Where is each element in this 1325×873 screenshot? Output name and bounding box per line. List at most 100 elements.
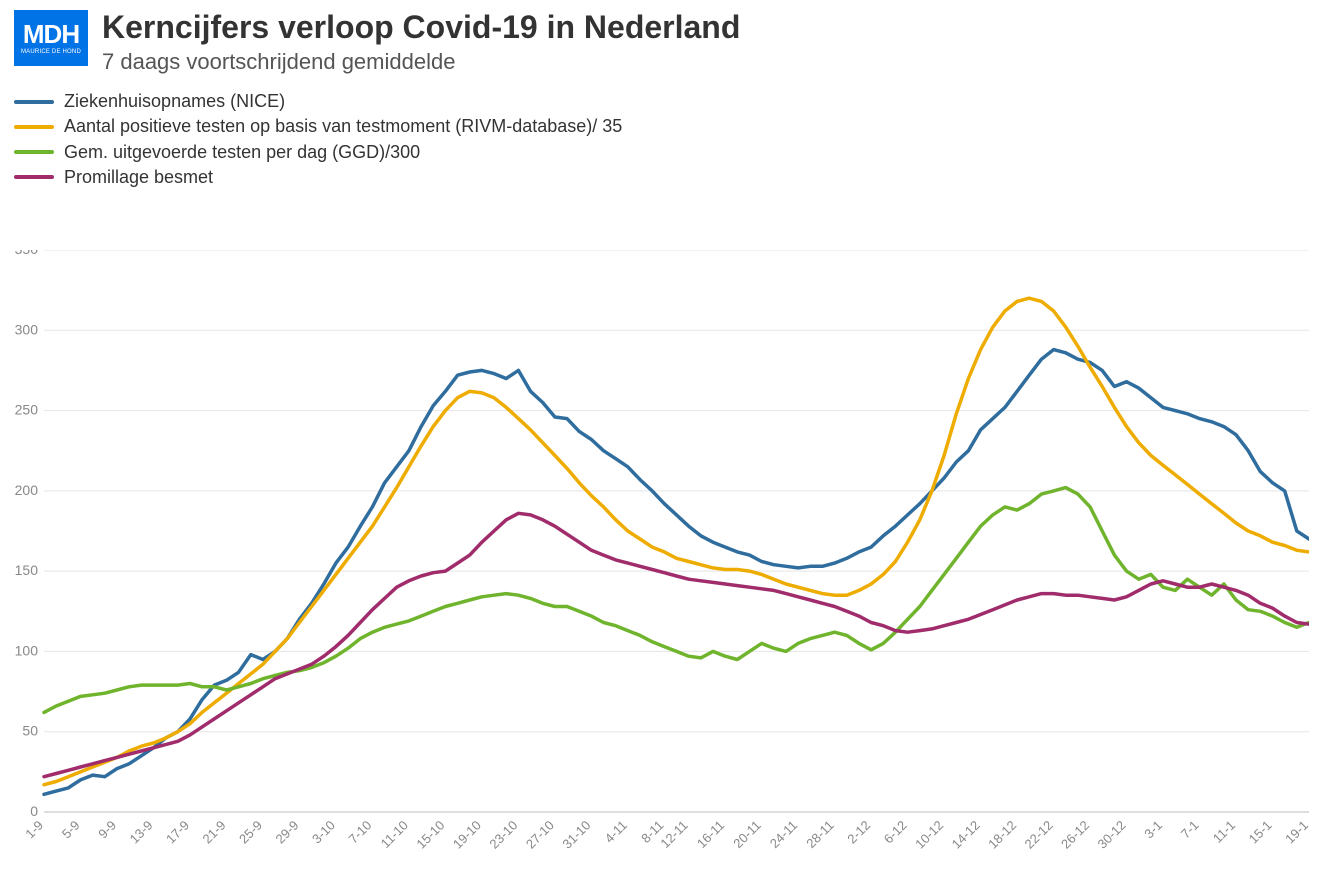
- x-axis-tick-label: 5-9: [59, 818, 83, 842]
- x-axis-tick: 13-9: [127, 818, 156, 847]
- x-axis-tick: 14-12: [949, 818, 983, 852]
- title-block: Kerncijfers verloop Covid-19 in Nederlan…: [102, 10, 740, 75]
- x-axis-tick-label: 7-10: [346, 818, 375, 847]
- x-axis-tick: 2-12: [844, 818, 873, 847]
- x-axis-tick-label: 13-9: [127, 818, 156, 847]
- chart-area: 0 50 100 150 200 250 300 350 1-9 5-9 9-9 13-917-9 21…: [10, 250, 1309, 857]
- x-axis-tick-label: 9-9: [95, 818, 119, 842]
- x-axis-tick: 6-12: [881, 818, 910, 847]
- x-axis-tick-label: 15-10: [413, 818, 447, 852]
- header: MDH MAURICE DE HOND Kerncijfers verloop …: [0, 0, 1325, 75]
- x-axis-tick: 7-1: [1178, 818, 1202, 842]
- y-axis-tick-label: 100: [15, 642, 39, 658]
- legend-item: Ziekenhuisopnames (NICE): [14, 89, 1325, 114]
- logo-main-text: MDH: [23, 21, 79, 47]
- legend-label: Aantal positieve testen op basis van tes…: [64, 114, 622, 139]
- x-axis-tick: 18-12: [985, 818, 1019, 852]
- y-axis-tick-label: 300: [15, 321, 39, 337]
- x-axis-tick-label: 7-1: [1178, 818, 1202, 842]
- x-axis-tick-label: 16-11: [694, 818, 727, 851]
- x-axis-tick: 3-1: [1141, 818, 1165, 842]
- legend-item: Aantal positieve testen op basis van tes…: [14, 114, 1325, 139]
- y-axis-tick-label: 50: [22, 723, 38, 739]
- legend-swatch: [14, 175, 54, 179]
- x-axis-tick-label: 18-12: [985, 818, 1019, 852]
- x-axis-tick: 15-1: [1246, 818, 1275, 847]
- x-axis-tick: 23-10: [486, 818, 520, 852]
- legend-swatch: [14, 125, 54, 129]
- legend-label: Ziekenhuisopnames (NICE): [64, 89, 285, 114]
- x-axis-tick: 17-9: [163, 818, 192, 847]
- x-axis-tick: 29-9: [273, 818, 302, 847]
- x-axis-tick: 19-1: [1282, 818, 1309, 847]
- legend-swatch: [14, 150, 54, 154]
- x-axis-tick: 12-11: [657, 818, 690, 851]
- y-axis-tick-label: 250: [15, 402, 39, 418]
- x-axis-tick-label: 11-1: [1210, 818, 1238, 846]
- x-axis-tick-label: 30-12: [1095, 818, 1129, 852]
- x-axis-tick: 19-10: [450, 818, 484, 852]
- x-axis-tick-label: 17-9: [163, 818, 192, 847]
- page-title: Kerncijfers verloop Covid-19 in Nederlan…: [102, 10, 740, 45]
- x-axis-tick: 11-10: [378, 818, 411, 851]
- brand-logo: MDH MAURICE DE HOND: [14, 10, 88, 66]
- x-axis-tick: 5-9: [59, 818, 83, 842]
- x-axis-tick-label: 21-9: [200, 818, 229, 847]
- x-axis-tick: 21-9: [200, 818, 229, 847]
- x-axis-tick: 22-12: [1022, 818, 1056, 852]
- y-axis-tick-label: 0: [30, 803, 38, 819]
- x-axis-tick: 1-9: [22, 818, 46, 842]
- x-axis-tick: 30-12: [1095, 818, 1129, 852]
- logo-sub-text: MAURICE DE HOND: [21, 49, 81, 55]
- legend-label: Gem. uitgevoerde testen per dag (GGD)/30…: [64, 140, 420, 165]
- x-axis-tick: 7-10: [346, 818, 375, 847]
- line-chart: 0 50 100 150 200 250 300 350 1-9 5-9 9-9 13-917-9 21…: [10, 250, 1309, 857]
- legend-swatch: [14, 100, 54, 104]
- x-axis-tick-label: 19-10: [450, 818, 484, 852]
- x-axis-tick-label: 11-10: [378, 818, 411, 851]
- x-axis-tick: 10-12: [912, 818, 946, 852]
- x-axis-tick-label: 19-1: [1282, 818, 1309, 847]
- x-axis-tick: 15-10: [413, 818, 447, 852]
- x-axis-tick: 25-9: [236, 818, 265, 847]
- x-axis-tick-label: 15-1: [1246, 818, 1275, 847]
- x-axis-tick-label: 31-10: [559, 818, 593, 852]
- x-axis-tick-label: 29-9: [273, 818, 302, 847]
- x-axis-tick: 20-11: [730, 818, 763, 851]
- x-axis-tick-label: 3-10: [309, 818, 338, 847]
- series-line: [44, 298, 1309, 785]
- x-axis-tick-label: 28-11: [803, 818, 836, 851]
- x-axis-tick: 31-10: [559, 818, 593, 852]
- y-axis-tick-label: 350: [15, 250, 39, 257]
- x-axis-tick-label: 14-12: [949, 818, 983, 852]
- x-axis-tick-label: 25-9: [236, 818, 265, 847]
- x-axis-tick-label: 4-11: [602, 818, 630, 846]
- x-axis-tick: 16-11: [694, 818, 727, 851]
- x-axis-tick-label: 23-10: [486, 818, 520, 852]
- x-axis-tick-label: 6-12: [881, 818, 910, 847]
- x-axis-tick-label: 3-1: [1141, 818, 1165, 842]
- x-axis-tick: 9-9: [95, 818, 119, 842]
- series-line: [44, 513, 1309, 776]
- x-axis-tick-label: 12-11: [657, 818, 690, 851]
- x-axis-tick-label: 27-10: [523, 818, 557, 852]
- legend: Ziekenhuisopnames (NICE)Aantal positieve…: [0, 75, 1325, 196]
- x-axis-tick: 24-11: [767, 818, 800, 851]
- x-axis-tick-label: 2-12: [844, 818, 873, 847]
- y-axis-tick-label: 150: [15, 562, 39, 578]
- x-axis-tick-label: 24-11: [767, 818, 800, 851]
- x-axis-tick-label: 1-9: [22, 818, 46, 842]
- x-axis-tick: 26-12: [1058, 818, 1092, 852]
- y-axis-tick-label: 200: [15, 482, 39, 498]
- legend-item: Gem. uitgevoerde testen per dag (GGD)/30…: [14, 140, 1325, 165]
- x-axis-tick: 28-11: [803, 818, 836, 851]
- x-axis-tick-label: 20-11: [730, 818, 763, 851]
- x-axis-tick: 4-11: [602, 818, 630, 846]
- x-axis-tick: 27-10: [523, 818, 557, 852]
- legend-label: Promillage besmet: [64, 165, 213, 190]
- x-axis-tick-label: 10-12: [912, 818, 946, 852]
- x-axis-tick-label: 22-12: [1022, 818, 1056, 852]
- x-axis-tick: 11-1: [1210, 818, 1238, 846]
- x-axis-tick-label: 26-12: [1058, 818, 1092, 852]
- page-subtitle: 7 daags voortschrijdend gemiddelde: [102, 49, 740, 75]
